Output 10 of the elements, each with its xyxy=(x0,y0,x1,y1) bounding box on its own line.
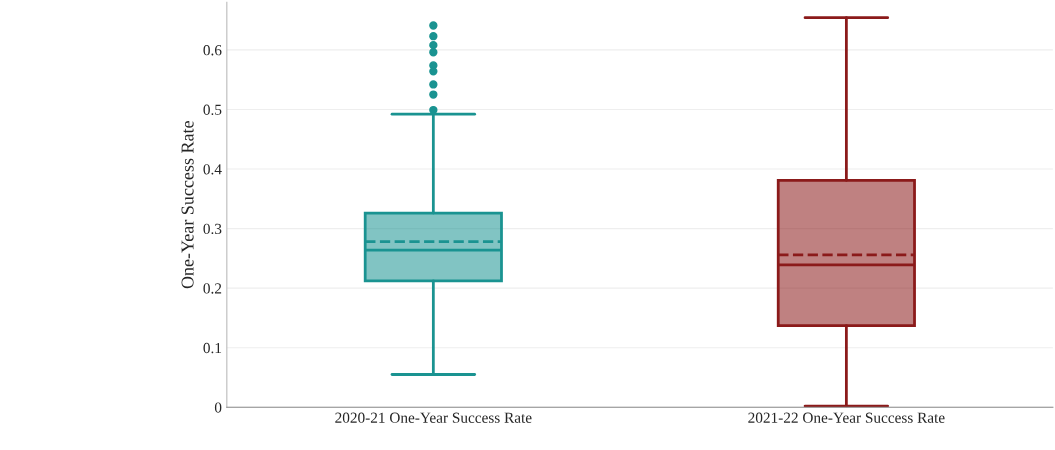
y-tick-label: 0.2 xyxy=(203,283,222,294)
x-tick-label: 2020-21 One-Year Success Rate xyxy=(335,412,532,423)
y-tick-label: 0.1 xyxy=(203,342,222,354)
y-tick-label: 0 xyxy=(214,402,222,413)
y-tick-label: 0.3 xyxy=(203,223,222,235)
y-tick-label: 0.6 xyxy=(203,45,222,56)
x-tick-label: 2021-22 One-Year Success Rate xyxy=(748,412,945,423)
y-axis-title: One-Year Success Rate xyxy=(181,121,194,289)
y-tick-label: 0.4 xyxy=(203,164,222,175)
y-tick-label: 0.5 xyxy=(203,104,222,115)
